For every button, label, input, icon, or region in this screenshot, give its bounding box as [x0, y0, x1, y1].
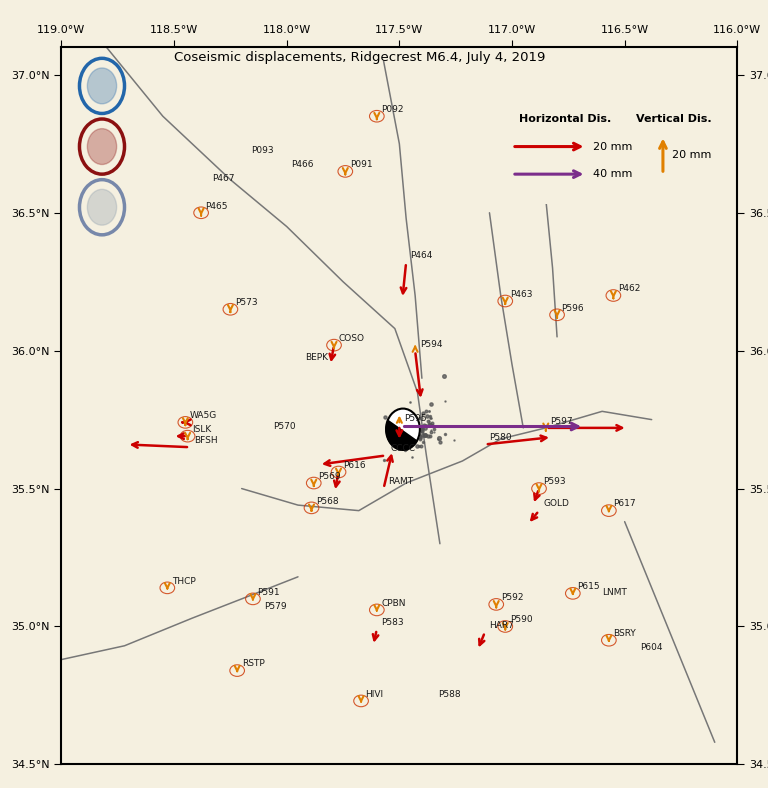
Wedge shape: [386, 419, 418, 450]
Text: P588: P588: [438, 690, 460, 699]
Text: P594: P594: [419, 340, 442, 348]
Text: P616: P616: [343, 461, 366, 470]
Text: P617: P617: [614, 500, 636, 508]
Circle shape: [386, 409, 420, 450]
Text: WA5G: WA5G: [190, 411, 217, 420]
Text: P580: P580: [489, 433, 512, 442]
Text: HAR7: HAR7: [489, 621, 515, 630]
Text: P579: P579: [264, 601, 286, 611]
Text: BEPK: BEPK: [305, 353, 328, 362]
Text: P568: P568: [316, 496, 339, 506]
Text: 20 mm: 20 mm: [672, 150, 711, 160]
Text: BFSH: BFSH: [194, 436, 218, 445]
Text: THCP: THCP: [172, 577, 196, 585]
Text: P462: P462: [618, 284, 641, 293]
Circle shape: [88, 189, 117, 225]
FancyBboxPatch shape: [494, 110, 701, 205]
Text: P591: P591: [257, 588, 280, 597]
Text: P615: P615: [578, 582, 600, 591]
Text: ISLK: ISLK: [192, 425, 211, 434]
Text: P590: P590: [510, 615, 532, 624]
Text: P091: P091: [349, 160, 372, 169]
Text: GOLD: GOLD: [544, 500, 569, 508]
Text: P463: P463: [510, 290, 532, 299]
Text: Coseismic displacements, Ridgecrest M6.4, July 4, 2019: Coseismic displacements, Ridgecrest M6.4…: [174, 51, 545, 64]
Text: RSTP: RSTP: [242, 660, 264, 668]
Text: P570: P570: [273, 422, 296, 431]
Text: 20 mm: 20 mm: [593, 142, 633, 151]
Text: P092: P092: [382, 105, 404, 114]
Text: COSO: COSO: [339, 334, 365, 343]
Text: P467: P467: [213, 174, 235, 183]
Text: P573: P573: [235, 298, 257, 307]
Text: BSRY: BSRY: [614, 629, 636, 638]
Text: RAMT: RAMT: [388, 478, 413, 486]
Text: Horizontal Dis.: Horizontal Dis.: [518, 113, 611, 124]
Text: Vertical Dis.: Vertical Dis.: [636, 113, 711, 124]
Text: P595: P595: [404, 414, 426, 423]
Wedge shape: [389, 409, 420, 440]
Circle shape: [88, 128, 117, 165]
Circle shape: [88, 68, 117, 104]
Text: P593: P593: [544, 478, 566, 486]
Text: LNMT: LNMT: [602, 588, 627, 597]
Text: P465: P465: [206, 202, 228, 210]
Text: HIVI: HIVI: [366, 690, 384, 699]
Text: P569: P569: [318, 472, 341, 481]
Text: P093: P093: [250, 147, 273, 155]
Text: P592: P592: [501, 593, 523, 602]
Text: P597: P597: [551, 417, 573, 426]
Text: 40 mm: 40 mm: [593, 169, 633, 179]
Text: CPBN: CPBN: [382, 599, 406, 608]
Text: P583: P583: [382, 618, 404, 627]
Text: P604: P604: [641, 643, 663, 652]
Text: P466: P466: [291, 160, 313, 169]
Text: P464: P464: [411, 251, 433, 260]
Text: CCCC: CCCC: [390, 444, 415, 453]
Text: P596: P596: [561, 303, 584, 313]
